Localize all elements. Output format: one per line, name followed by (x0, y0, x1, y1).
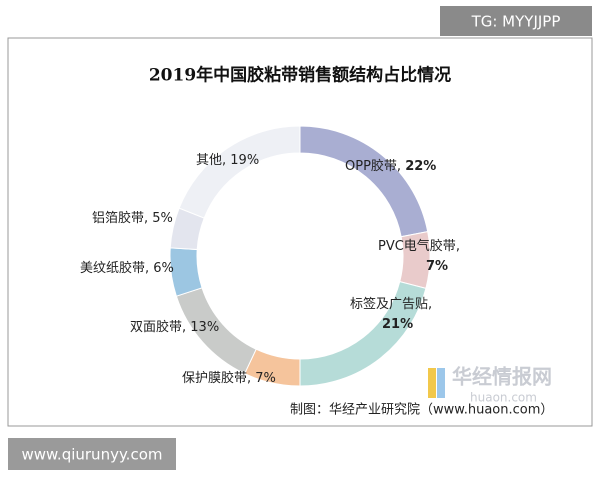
category-label: 保护膜胶带 (182, 370, 247, 386)
value-label: 5% (152, 211, 173, 226)
watermark-logo (428, 368, 445, 398)
source-note: 制图：华经产业研究院（www.huaon.com） (290, 403, 553, 418)
data-label: PVC电气胶带, 7% (378, 238, 464, 274)
value-label: 6% (153, 261, 174, 276)
watermark: 华经情报网 (452, 365, 552, 389)
site-text: www.qiurunyy.com (22, 446, 163, 464)
donut-segment (169, 247, 203, 297)
data-label: 其他, 19% (196, 153, 259, 168)
data-label: 保护膜胶带, 7% (182, 370, 276, 386)
category-label: PVC电气胶带 (378, 238, 456, 254)
category-label: 双面胶带 (130, 319, 182, 335)
data-label: 美纹纸胶带, 6% (80, 260, 174, 276)
data-label: 双面胶带, 13% (130, 319, 219, 335)
site-box (8, 438, 176, 470)
badge-box (440, 6, 592, 36)
value-label: 7% (255, 371, 276, 386)
category-label: 标签及广告贴 (350, 296, 428, 312)
label-separator: , (144, 211, 152, 226)
value-label: 13% (190, 320, 219, 335)
category-label: 其他 (196, 153, 222, 168)
badge-text: TG: MYYJJPP (471, 13, 561, 31)
label-separator: , (397, 159, 405, 174)
value-label: 22% (405, 159, 436, 174)
label-separator: , (222, 153, 230, 168)
category-label: 铝箔胶带 (92, 210, 144, 226)
donut-segment (178, 125, 301, 219)
data-label: 标签及广告贴, 21% (350, 296, 436, 332)
value-label: 21% (382, 317, 413, 332)
watermark-url: huaon.com (470, 391, 537, 405)
label-separator: , (247, 371, 255, 386)
value-label: 7% (426, 259, 448, 274)
category-label: 美纹纸胶带 (80, 260, 145, 276)
value-label: 19% (230, 153, 259, 168)
chart-title: 2019年中国胶粘带销售额结构占比情况 (149, 65, 451, 86)
category-label: OPP胶带 (345, 158, 397, 174)
label-separator: , (145, 261, 153, 276)
label-separator: , (456, 239, 464, 254)
label-separator: , (182, 320, 190, 335)
data-label: OPP胶带, 22% (345, 158, 436, 174)
label-separator: , (428, 297, 436, 312)
data-label: 铝箔胶带, 5% (92, 210, 173, 226)
